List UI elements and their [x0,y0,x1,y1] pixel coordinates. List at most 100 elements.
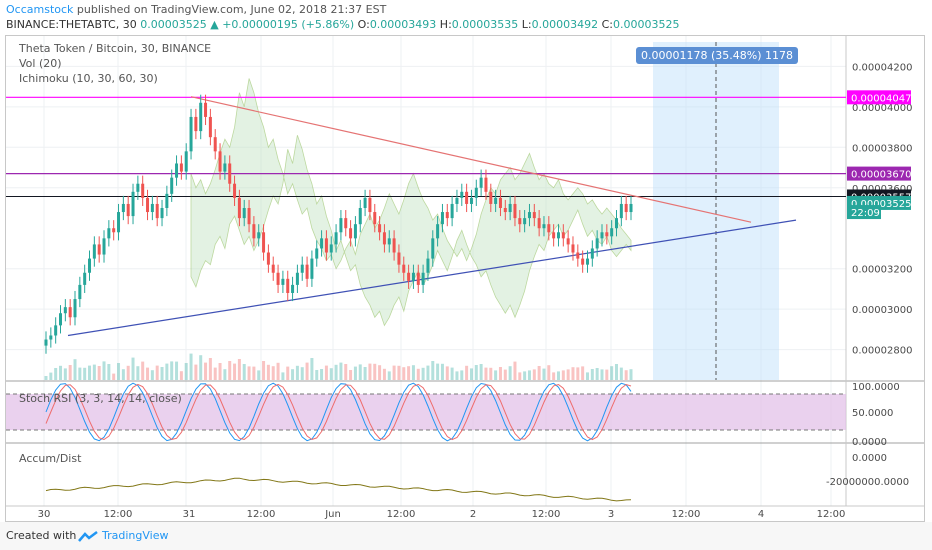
candle [276,272,280,285]
volume-bar [189,353,193,380]
volume-bar [170,361,174,380]
candle [595,238,599,249]
volume-bar [204,362,208,380]
candle [117,212,121,233]
candle [513,203,517,219]
volume-bar [368,363,372,380]
volume-bar [44,376,48,380]
volume-bar [141,361,145,380]
candle [585,258,589,265]
volume-bar [387,371,391,380]
candle [581,258,585,265]
candle [498,197,502,208]
volume-bar [324,365,328,380]
volume-bar [566,369,570,380]
volume-bar [54,368,58,380]
volume-bar [334,364,338,380]
volume-bar [407,366,411,380]
candle [194,116,198,132]
price-label-bg [847,166,911,181]
candle [247,208,251,225]
volume-bar [126,365,130,380]
candle [489,191,493,204]
candle [165,193,169,208]
volume-bar [382,368,386,380]
price-label: 0.00003670 [851,170,911,181]
volume-bar [199,355,203,380]
candle [97,244,101,255]
volume-bar [600,369,604,380]
candle [233,183,237,198]
candle [537,218,541,229]
volume-bar [97,366,101,380]
candle [426,258,430,273]
stoch-k-line [45,382,632,442]
candle [397,252,401,265]
time-tick-label: 3 [608,509,614,520]
volume-bar [392,365,396,380]
price-label-bg [847,90,911,105]
volume-bar [179,371,183,380]
price-label-bg [847,205,881,220]
candle [83,272,87,285]
time-tick-label: 12:00 [532,509,561,520]
volume-bar [194,364,198,380]
volume-bar [353,366,357,380]
candle [605,232,609,237]
candle [44,339,48,346]
volume-bar [469,368,473,380]
legend-accum: Accum/Dist [19,452,82,465]
candle [266,252,270,265]
volume-bar [112,373,116,380]
volume-bar [450,367,454,380]
chart-area[interactable]: 0.00001178 (35.48%) 1178 0.00004200 0.0000… [5,35,925,522]
candle [402,264,406,273]
candle [576,252,580,259]
high-label: H: [439,18,452,31]
volume-bar [498,367,502,380]
volume-bar [88,365,92,380]
candle [610,228,614,237]
volume-bar [305,362,309,380]
candle [368,197,372,213]
candle [291,284,295,293]
author-link[interactable]: Occamstock [6,3,74,16]
volume-bar [329,368,333,380]
volume-bar [175,361,179,380]
candle [242,208,246,219]
candle [387,238,391,245]
candle [474,187,478,198]
candle [353,224,357,239]
candle [150,203,154,213]
candle [300,264,304,273]
volume-bar [271,366,275,380]
candle [334,232,338,245]
price-label: 22:09 [851,208,880,219]
candle [88,258,92,273]
stoch-tick-label: 100.0000 [852,382,900,393]
legend-title: Theta Token / Bitcoin, 30, BINANCE [19,42,212,55]
candle [523,218,527,225]
volume-bar [465,365,469,380]
chart-canvas[interactable]: 0.00001178 (35.48%) 1178 0.00004200 0.0000… [6,36,924,521]
volume-bar [527,370,531,380]
measure-label: 0.00001178 (35.48%) 1178 [641,49,793,62]
candle [450,203,454,219]
publish-line: Occamstock published on TradingView.com,… [6,3,386,16]
volume-bar [513,361,517,380]
volume-bar [402,367,406,380]
volume-bar [619,367,623,380]
volume-bar [532,369,536,380]
volume-bar [440,363,444,380]
price-change: +0.00000195 (+5.86%) [222,18,355,31]
candle [479,177,483,188]
volume-bar [276,362,280,380]
accum-tick-label: -20000000.0000 [826,477,909,488]
price-label: 0.00004047 [851,93,911,104]
candle [295,272,299,285]
volume-bar [59,365,63,380]
footer-brand-link[interactable]: TradingView [102,529,169,542]
volume-bar [411,365,415,380]
close-label: C: [601,18,613,31]
candle [218,151,222,172]
